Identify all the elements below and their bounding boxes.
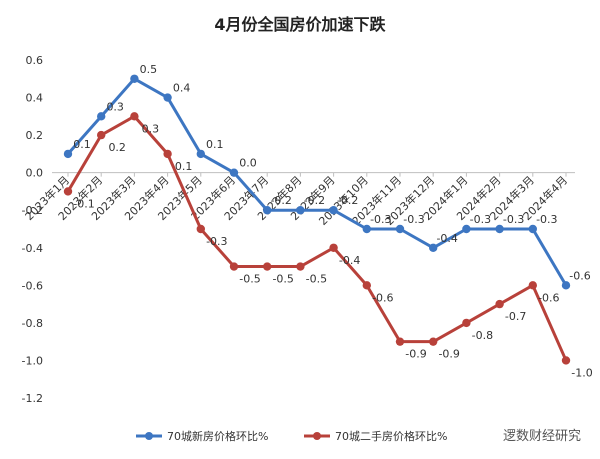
data-label: -0.6 — [569, 269, 590, 282]
data-label: -0.4 — [339, 254, 360, 267]
data-point — [229, 168, 239, 177]
data-label: 0.4 — [173, 82, 191, 95]
y-tick-label: -0.6 — [22, 279, 43, 292]
watermark: 逻数财经研究 — [503, 429, 581, 444]
data-point — [429, 337, 438, 346]
data-label: 0.3 — [142, 122, 160, 135]
series-2 — [63, 112, 571, 365]
data-point — [130, 112, 139, 121]
data-point — [495, 299, 504, 309]
data-point — [97, 112, 106, 121]
data-label: -0.3 — [370, 213, 391, 226]
chart-title: 4月份全国房价加速下跌 — [214, 15, 386, 34]
data-point — [296, 206, 305, 215]
data-point — [63, 187, 73, 196]
data-labels: 0.1 0.3 0.5 0.4 0.1 0.0 -0.2 -0.2 -0.2 -0.3 -0.3 -0… — [73, 63, 592, 380]
data-point — [63, 149, 73, 159]
data-label: 0.5 — [140, 63, 158, 76]
data-label: 0.2 — [108, 141, 126, 154]
data-label: 0.1 — [175, 160, 193, 173]
data-point — [395, 224, 405, 234]
data-label: -0.2 — [270, 194, 291, 207]
data-point — [429, 243, 438, 252]
data-point — [296, 262, 305, 271]
data-point — [528, 224, 537, 234]
series-line — [66, 77, 568, 287]
data-label: 0.1 — [206, 138, 224, 151]
data-point — [263, 262, 272, 271]
data-point — [561, 356, 571, 365]
legend: 70城新房价格环比% 70城二手房价格环比% — [136, 429, 447, 443]
data-label: -0.8 — [472, 329, 493, 342]
y-tick-label: -1.0 — [22, 354, 43, 367]
data-label: -0.7 — [505, 310, 526, 323]
series-1 — [63, 74, 571, 290]
y-tick-label: -1.2 — [22, 392, 43, 405]
data-point — [163, 93, 172, 102]
data-point — [329, 206, 338, 215]
data-point — [263, 206, 272, 215]
data-point — [462, 318, 471, 328]
data-point — [561, 281, 571, 290]
y-tick-label: 0.2 — [26, 129, 44, 142]
series-line — [66, 114, 568, 362]
data-label: -0.3 — [470, 213, 491, 226]
y-tick-label: -0.8 — [22, 317, 43, 330]
data-label: -0.4 — [436, 232, 457, 245]
data-label: -0.6 — [538, 291, 559, 304]
data-label: -0.5 — [306, 273, 327, 286]
data-label: -0.3 — [536, 213, 557, 226]
data-point — [495, 224, 504, 234]
data-label: -1.0 — [571, 366, 592, 379]
data-point — [528, 281, 537, 290]
series-layer — [63, 74, 571, 365]
legend-marker — [145, 432, 153, 440]
data-label: -0.2 — [337, 194, 358, 207]
data-label: -0.1 — [73, 197, 94, 210]
legend-marker — [313, 432, 321, 440]
data-label: 0.3 — [106, 100, 124, 113]
data-label: -0.3 — [206, 235, 227, 248]
legend-label: 70城二手房价格环比% — [335, 429, 447, 443]
y-tick-label: 0.6 — [26, 54, 44, 67]
y-tick-label: -0.4 — [22, 242, 43, 255]
data-point — [462, 224, 471, 234]
data-point — [130, 74, 139, 83]
data-point — [229, 262, 239, 271]
data-point — [395, 337, 405, 346]
data-point — [196, 224, 205, 234]
data-point — [97, 130, 106, 140]
data-point — [196, 149, 205, 159]
data-point — [362, 224, 371, 234]
data-label: -0.5 — [272, 273, 293, 286]
data-label: -0.3 — [403, 213, 424, 226]
data-label: 0.1 — [73, 138, 91, 151]
data-label: -0.3 — [503, 213, 524, 226]
y-tick-label: -0.2 — [22, 204, 43, 217]
data-point — [362, 281, 371, 290]
data-label: -0.9 — [438, 348, 459, 361]
legend-label: 70城新房价格环比% — [167, 429, 268, 443]
data-point — [163, 149, 172, 159]
y-tick-label: 0.4 — [26, 92, 44, 105]
y-tick-label: 0.0 — [26, 167, 44, 180]
data-label: -0.6 — [372, 291, 393, 304]
data-point — [329, 243, 338, 252]
data-label: -0.5 — [239, 273, 260, 286]
data-label: 0.0 — [239, 157, 257, 170]
data-label: -0.9 — [405, 348, 426, 361]
data-label: -0.2 — [304, 194, 325, 207]
